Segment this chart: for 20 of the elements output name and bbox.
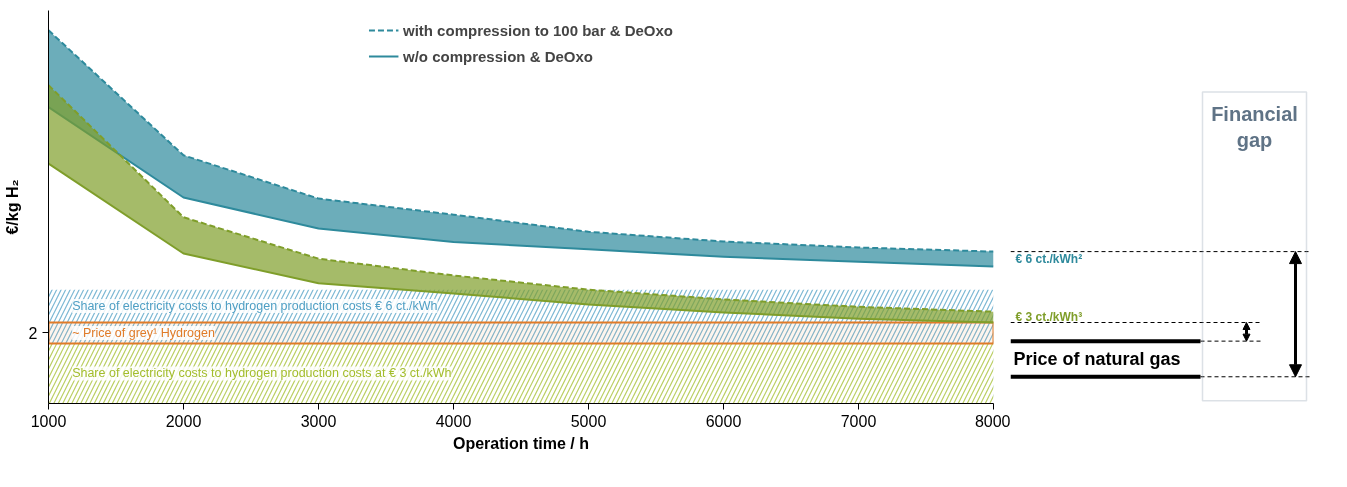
- legend-label: w/o compression & DeOxo: [402, 47, 594, 65]
- band-label: ~ Price of grey¹ Hydrogen: [72, 325, 215, 340]
- x-tick-label: 6000: [705, 412, 742, 430]
- x-tick-label: 8000: [974, 412, 1011, 430]
- x-tick-label: 2000: [165, 412, 202, 430]
- x-tick-label: 4000: [435, 412, 472, 430]
- x-tick-label: 1000: [30, 412, 67, 430]
- band-label: Share of electricity costs to hydrogen production costs € 6 ct./kWh: [72, 299, 438, 314]
- legend-label: with compression to 100 bar & DeOxo: [402, 21, 674, 39]
- text: 2: [28, 324, 38, 342]
- text: Financial gap: [1211, 102, 1298, 152]
- x-tick-label: 5000: [570, 412, 607, 430]
- text: Price of natural gas: [1013, 348, 1181, 369]
- y-axis-title: €/kg H₂: [3, 179, 21, 235]
- text: € 6 ct./kWh²: [1015, 252, 1083, 267]
- x-axis-title: Operation time / h: [452, 434, 590, 452]
- text: € 3 ct./kWh³: [1015, 310, 1083, 325]
- x-tick-label: 7000: [840, 412, 877, 430]
- x-tick-label: 3000: [300, 412, 337, 430]
- band-label: Share of electricity costs to hydrogen production costs at € 3 ct./kWh: [72, 366, 452, 381]
